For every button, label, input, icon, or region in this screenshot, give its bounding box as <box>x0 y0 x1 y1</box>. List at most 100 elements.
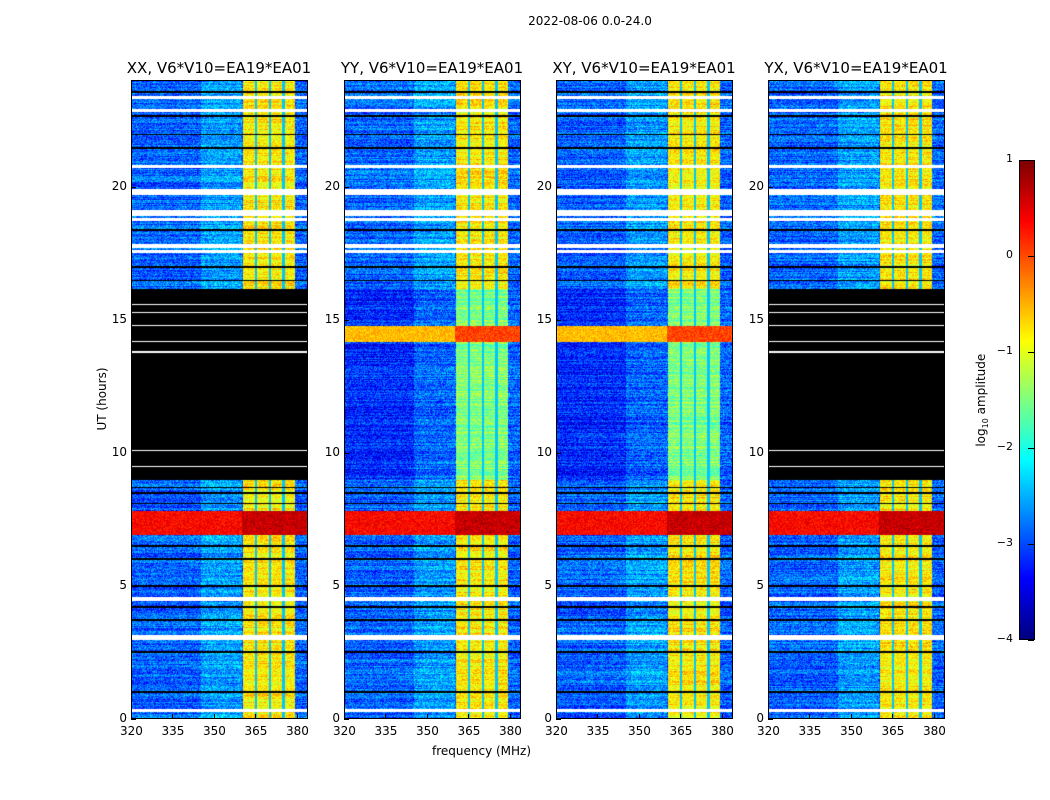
x-tick-label: 365 <box>669 724 693 738</box>
x-tick-label: 365 <box>457 724 481 738</box>
x-tick-label: 380 <box>710 724 734 738</box>
x-tick-label: 350 <box>202 724 226 738</box>
heatmap-image <box>769 81 944 718</box>
colorbar-tick-label: −4 <box>996 632 1013 645</box>
colorbar <box>1019 160 1035 640</box>
x-tick-mark <box>892 714 894 719</box>
y-tick-mark <box>556 719 561 720</box>
y-tick-mark <box>344 585 349 587</box>
colorbar-tick-label: −3 <box>996 536 1013 549</box>
x-tick-mark <box>638 714 640 719</box>
y-tick-label: 0 <box>756 711 764 725</box>
y-tick-label: 15 <box>748 311 764 326</box>
y-tick-label: 5 <box>756 577 764 592</box>
y-tick-mark <box>344 319 349 321</box>
panel-title: YX, V6*V10=EA19*EA01 <box>764 59 948 77</box>
heatmap-panel <box>556 80 733 719</box>
x-tick-label: 335 <box>161 724 185 738</box>
y-tick-label: 20 <box>324 178 340 193</box>
y-tick-label: 5 <box>332 577 340 592</box>
x-tick-mark <box>768 714 769 719</box>
x-tick-label: 320 <box>120 724 143 738</box>
y-tick-mark <box>768 719 773 720</box>
x-tick-label: 350 <box>627 724 651 738</box>
x-tick-label: 380 <box>285 724 309 738</box>
y-tick-label: 15 <box>111 311 127 326</box>
x-tick-mark <box>131 714 132 719</box>
x-tick-label: 365 <box>881 724 905 738</box>
y-tick-mark <box>131 319 136 321</box>
x-tick-label: 335 <box>374 724 398 738</box>
y-tick-mark <box>556 585 561 587</box>
x-tick-mark <box>296 714 298 719</box>
heatmap-panel <box>344 80 521 719</box>
x-tick-mark <box>721 714 723 719</box>
colorbar-tick-mark <box>1028 256 1034 257</box>
colorbar-tick-label: −2 <box>996 440 1013 453</box>
x-tick-label: 320 <box>757 724 780 738</box>
y-tick-label: 15 <box>536 311 552 326</box>
x-tick-mark <box>344 714 345 719</box>
y-tick-label: 0 <box>119 711 127 725</box>
y-tick-mark <box>768 585 773 587</box>
y-tick-mark <box>556 319 561 321</box>
x-tick-mark <box>556 714 557 719</box>
y-tick-label: 10 <box>536 444 552 459</box>
x-tick-mark <box>680 714 682 719</box>
y-tick-label: 20 <box>111 178 127 193</box>
x-tick-mark <box>933 714 935 719</box>
y-axis-label: UT (hours) <box>95 367 109 431</box>
heatmap-image <box>557 81 732 718</box>
y-tick-label: 10 <box>748 444 764 459</box>
x-tick-label: 365 <box>244 724 268 738</box>
y-tick-label: 5 <box>119 577 127 592</box>
x-tick-mark <box>255 714 257 719</box>
y-tick-mark <box>131 585 136 587</box>
colorbar-tick-label: 0 <box>1006 248 1013 261</box>
colorbar-tick-mark <box>1028 160 1034 161</box>
colorbar-label: log10 amplitude <box>973 353 991 447</box>
y-tick-mark <box>131 452 136 454</box>
y-tick-mark <box>556 186 561 188</box>
x-tick-mark <box>850 714 852 719</box>
heatmap-image <box>345 81 520 718</box>
y-tick-label: 20 <box>748 178 764 193</box>
heatmap-panel <box>768 80 945 719</box>
colorbar-tick-mark <box>1028 352 1034 353</box>
figure-title: 2022-08-06 0.0-24.0 <box>528 14 652 28</box>
x-tick-mark <box>509 714 511 719</box>
x-tick-label: 350 <box>415 724 439 738</box>
y-tick-mark <box>344 186 349 188</box>
panel-title: YY, V6*V10=EA19*EA01 <box>340 59 524 77</box>
y-tick-mark <box>344 719 349 720</box>
x-tick-mark <box>468 714 470 719</box>
y-tick-mark <box>768 186 773 188</box>
x-axis-label: frequency (MHz) <box>432 744 532 758</box>
colorbar-tick-mark <box>1028 448 1034 449</box>
colorbar-tick-label: 1 <box>1006 152 1013 165</box>
y-tick-label: 10 <box>111 444 127 459</box>
y-tick-label: 20 <box>536 178 552 193</box>
x-tick-mark <box>809 714 811 719</box>
colorbar-tick-mark <box>1028 640 1034 641</box>
x-tick-label: 380 <box>922 724 946 738</box>
x-tick-label: 380 <box>498 724 522 738</box>
y-tick-mark <box>768 319 773 321</box>
colorbar-tick-mark <box>1028 544 1034 545</box>
x-tick-label: 320 <box>333 724 356 738</box>
panel-title: XY, V6*V10=EA19*EA01 <box>552 59 736 77</box>
y-tick-mark <box>556 452 561 454</box>
heatmap-image <box>132 81 307 718</box>
panel-title: XX, V6*V10=EA19*EA01 <box>126 59 312 77</box>
x-tick-label: 335 <box>586 724 610 738</box>
y-tick-label: 0 <box>332 711 340 725</box>
y-tick-label: 5 <box>544 577 552 592</box>
x-tick-mark <box>385 714 387 719</box>
y-tick-mark <box>131 186 136 188</box>
y-tick-label: 10 <box>324 444 340 459</box>
y-tick-label: 0 <box>544 711 552 725</box>
x-tick-label: 350 <box>839 724 863 738</box>
y-tick-label: 15 <box>324 311 340 326</box>
y-tick-mark <box>768 452 773 454</box>
heatmap-panel <box>131 80 308 719</box>
